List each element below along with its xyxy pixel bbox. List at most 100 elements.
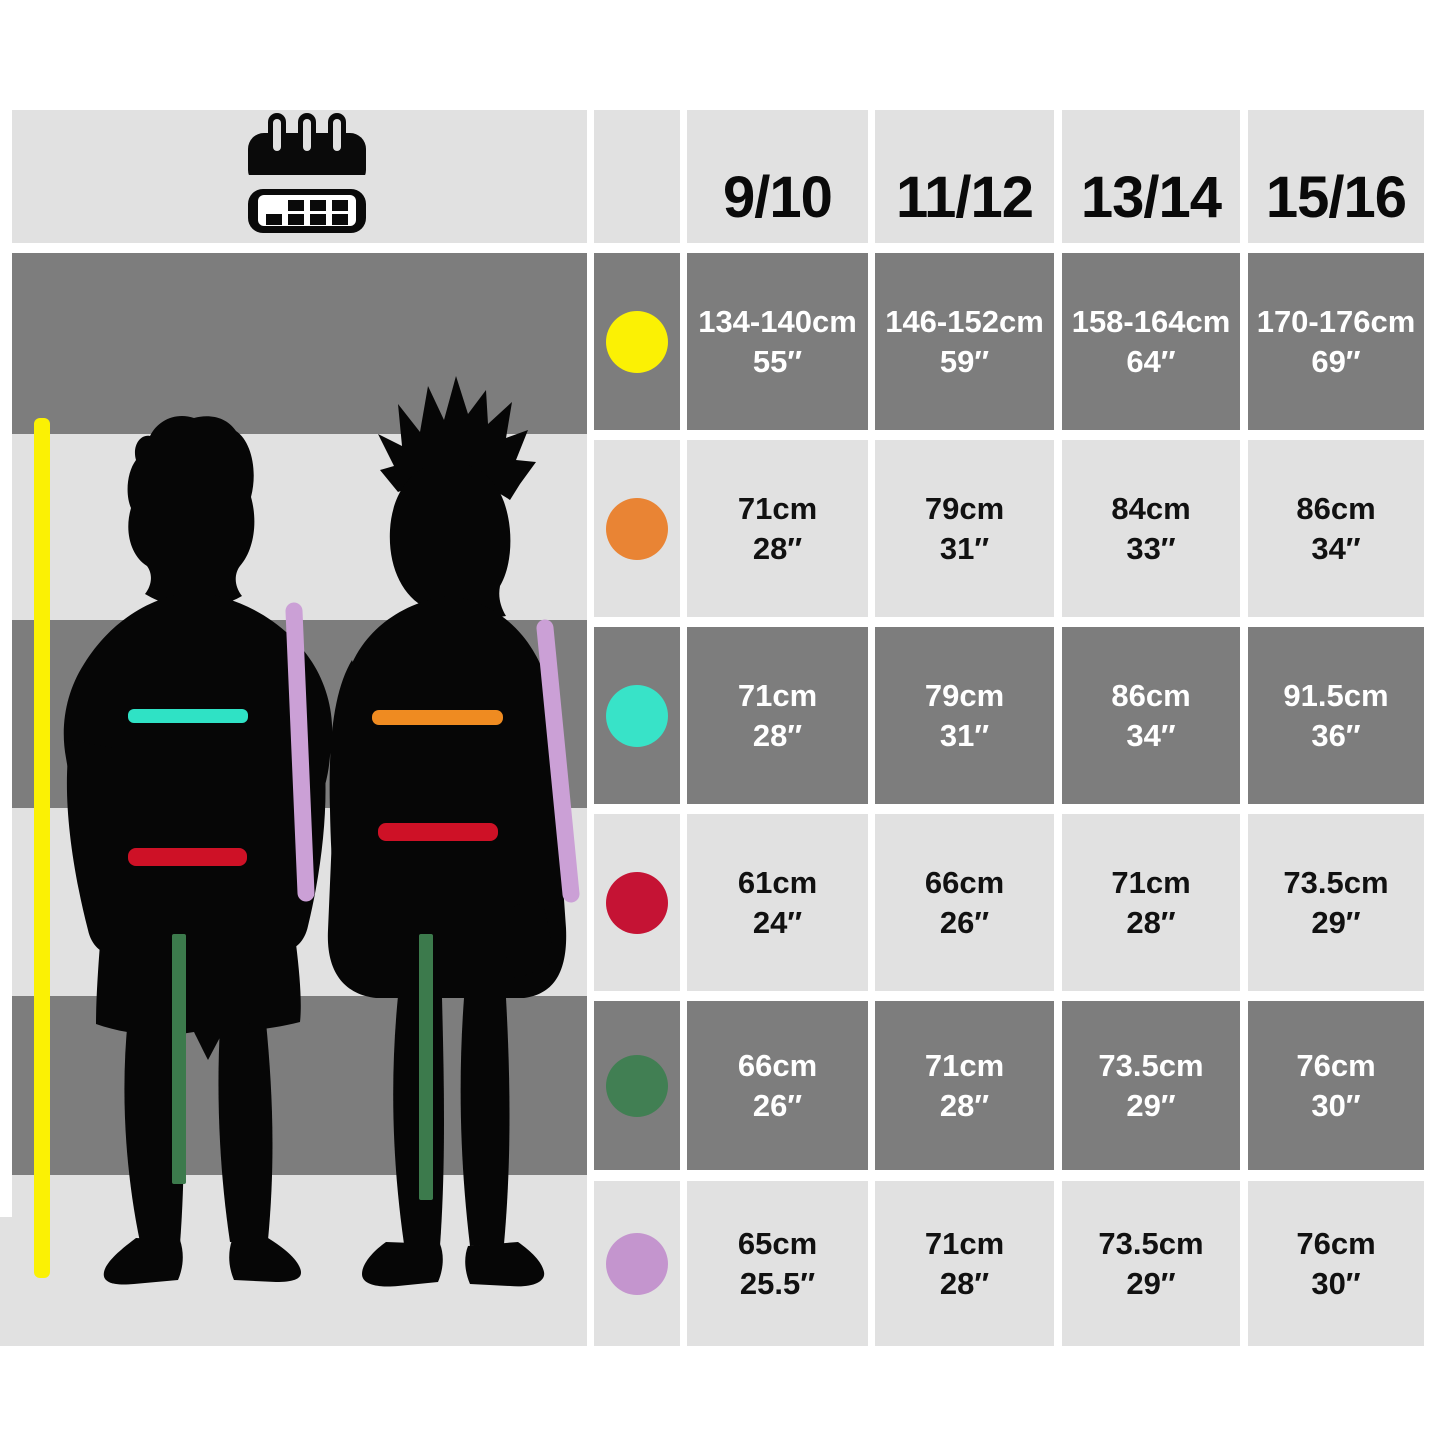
legend-cell <box>594 440 680 617</box>
teal-legend-dot <box>606 684 668 747</box>
value-cm: 91.5cm <box>1283 677 1389 713</box>
measurement-cell: 65cm 25.5″ <box>687 1181 868 1346</box>
measurement-cell: 61cm 24″ <box>687 814 868 991</box>
stripe-band <box>12 434 587 620</box>
stripe-corner-fill <box>0 1217 12 1346</box>
value-inches: 30″ <box>1311 1265 1361 1301</box>
legend-cell <box>594 814 680 991</box>
value-inches: 29″ <box>1311 904 1361 940</box>
value-cm: 76cm <box>1296 1047 1376 1083</box>
measurement-cell: 134-140cm 55″ <box>687 253 868 430</box>
value-cm: 71cm <box>1111 864 1191 900</box>
column-header-11-12: 11/12 <box>875 110 1054 243</box>
measurement-cell: 71cm 28″ <box>1062 814 1240 991</box>
measurement-cell: 71cm 28″ <box>875 1001 1054 1170</box>
value-inches: 29″ <box>1126 1087 1176 1123</box>
value-inches: 34″ <box>1126 717 1176 753</box>
measurement-cell: 71cm 28″ <box>875 1181 1054 1346</box>
measurement-cell: 79cm 31″ <box>875 440 1054 617</box>
stripe-band <box>12 1175 587 1346</box>
measurement-cell: 91.5cm 36″ <box>1248 627 1424 804</box>
stripe-band <box>12 253 587 434</box>
value-inches: 28″ <box>1126 904 1176 940</box>
value-inches: 28″ <box>939 1087 990 1123</box>
calendar-grid <box>266 200 348 225</box>
value-inches: 31″ <box>939 717 990 753</box>
measurement-cell: 86cm 34″ <box>1248 440 1424 617</box>
value-cm: 158-164cm <box>1071 303 1231 339</box>
value-inches: 26″ <box>939 904 990 940</box>
value-cm: 73.5cm <box>1098 1047 1204 1083</box>
calendar-rings <box>268 113 346 163</box>
value-cm: 73.5cm <box>1283 864 1389 900</box>
measurement-cell: 146-152cm 59″ <box>875 253 1054 430</box>
value-cm: 66cm <box>924 864 1005 900</box>
value-cm: 170-176cm <box>1256 303 1416 339</box>
value-cm: 71cm <box>737 677 818 713</box>
measurement-cell: 73.5cm 29″ <box>1062 1181 1240 1346</box>
measurement-cell: 86cm 34″ <box>1062 627 1240 804</box>
measurement-cell: 158-164cm 64″ <box>1062 253 1240 430</box>
calendar-icon <box>248 113 366 233</box>
column-header-15-16: 15/16 <box>1248 110 1424 243</box>
value-inches: 64″ <box>1126 343 1176 379</box>
value-cm: 71cm <box>924 1225 1005 1261</box>
value-cm: 65cm <box>737 1225 818 1261</box>
red-legend-dot <box>606 871 668 934</box>
column-header-9-10: 9/10 <box>687 110 868 243</box>
legend-cell <box>594 1001 680 1170</box>
value-inches: 31″ <box>939 530 990 566</box>
value-cm: 71cm <box>924 1047 1005 1083</box>
value-inches: 24″ <box>752 904 803 940</box>
value-inches: 29″ <box>1126 1265 1176 1301</box>
value-inches: 28″ <box>752 717 803 753</box>
value-inches: 34″ <box>1311 530 1361 566</box>
value-inches: 28″ <box>939 1265 990 1301</box>
value-inches: 59″ <box>939 343 990 379</box>
value-cm: 71cm <box>737 490 818 526</box>
value-cm: 134-140cm <box>698 303 857 339</box>
value-cm: 79cm <box>924 490 1005 526</box>
measurement-cell: 71cm 28″ <box>687 440 868 617</box>
legend-cell <box>594 253 680 430</box>
measurement-cell: 66cm 26″ <box>875 814 1054 991</box>
measurement-cell: 73.5cm 29″ <box>1248 814 1424 991</box>
value-inches: 69″ <box>1311 343 1361 379</box>
value-inches: 30″ <box>1311 1087 1361 1123</box>
green-legend-dot <box>606 1054 668 1117</box>
yellow-legend-dot <box>606 310 668 373</box>
value-inches: 25.5″ <box>739 1265 816 1301</box>
value-cm: 86cm <box>1111 677 1191 713</box>
stripe-band <box>12 808 587 996</box>
value-cm: 84cm <box>1111 490 1191 526</box>
value-inches: 28″ <box>752 530 803 566</box>
measurement-cell: 76cm 30″ <box>1248 1181 1424 1346</box>
value-cm: 73.5cm <box>1098 1225 1204 1261</box>
measurement-cell: 66cm 26″ <box>687 1001 868 1170</box>
value-cm: 76cm <box>1296 1225 1376 1261</box>
value-cm: 79cm <box>924 677 1005 713</box>
measurement-cell: 79cm 31″ <box>875 627 1054 804</box>
measurement-cell: 170-176cm 69″ <box>1248 253 1424 430</box>
purple-legend-dot <box>606 1232 668 1295</box>
value-inches: 36″ <box>1311 717 1361 753</box>
measurement-cell: 76cm 30″ <box>1248 1001 1424 1170</box>
value-cm: 146-152cm <box>885 303 1044 339</box>
measurement-cell: 73.5cm 29″ <box>1062 1001 1240 1170</box>
legend-cell <box>594 1181 680 1346</box>
orange-legend-dot <box>606 497 668 560</box>
value-inches: 33″ <box>1126 530 1176 566</box>
measurement-cell: 84cm 33″ <box>1062 440 1240 617</box>
calendar-header-box <box>12 110 587 243</box>
legend-cell <box>594 627 680 804</box>
background-stripes <box>12 253 587 1346</box>
measurement-cell: 71cm 28″ <box>687 627 868 804</box>
stripe-band <box>12 996 587 1175</box>
value-cm: 66cm <box>737 1047 818 1083</box>
column-header-13-14: 13/14 <box>1062 110 1240 243</box>
value-cm: 86cm <box>1296 490 1376 526</box>
value-inches: 55″ <box>752 343 803 379</box>
value-cm: 61cm <box>737 864 818 900</box>
legend-column-header <box>594 110 680 243</box>
